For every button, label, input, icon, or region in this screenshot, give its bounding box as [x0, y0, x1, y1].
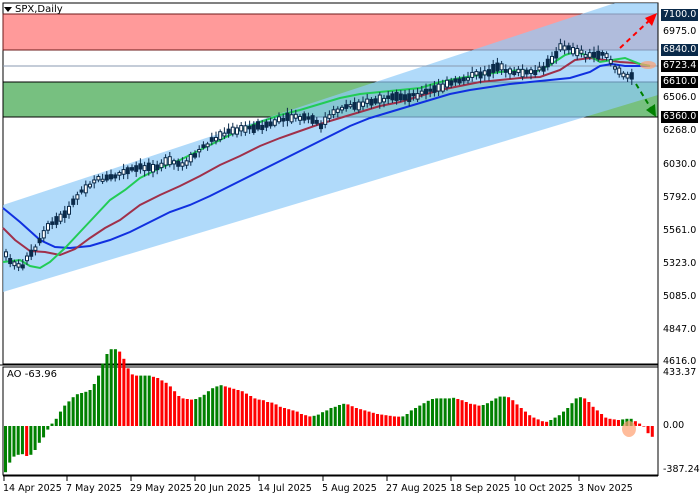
time-tick-label: 20 Jun 2025	[194, 483, 252, 494]
symbol-title[interactable]: SPX,Daily	[4, 4, 63, 15]
upside-target-arrow[interactable]	[619, 17, 653, 49]
time-tick-label: 18 Sep 2025	[450, 483, 511, 494]
time-tick-label: 27 Aug 2025	[386, 483, 447, 494]
price-tick-label: 6506.0	[663, 92, 697, 103]
price-tick-label: 6030.0	[663, 159, 697, 170]
upside-arrowhead-icon	[645, 13, 657, 26]
ao-histogram	[4, 349, 654, 473]
price-tick-label: 6610.0	[661, 76, 699, 88]
price-tick-label: 5792.0	[663, 192, 697, 203]
ao-last-bar-marker	[622, 421, 636, 437]
price-tick-label: 6268.0	[663, 125, 697, 136]
fast-ma-line	[2, 50, 651, 270]
dropdown-triangle-icon[interactable]	[4, 7, 12, 12]
time-tick-label: 7 May 2025	[66, 483, 122, 494]
symbol-label: SPX,Daily	[15, 4, 63, 15]
ao-indicator-label: AO -63.96	[7, 369, 57, 380]
price-tick-label: 7100.0	[661, 9, 699, 21]
downside-arrowhead-icon	[646, 104, 656, 117]
price-tick-label: 6840.0	[661, 44, 699, 56]
ao-tick-label: -387.24	[663, 464, 700, 475]
ao-tick-label: 0.00	[663, 420, 685, 431]
ao-pane	[2, 349, 659, 476]
time-tick-label: 14 Apr 2025	[3, 483, 62, 494]
price-tick-label: 6723.4	[661, 60, 699, 72]
price-tick-label: 5323.0	[663, 258, 697, 269]
price-tick-label: 6360.0	[661, 111, 699, 123]
time-tick-label: 5 Aug 2025	[322, 483, 377, 494]
candlesticks	[4, 38, 634, 272]
time-tick-label: 3 Nov 2025	[578, 483, 633, 494]
time-tick-label: 29 May 2025	[130, 483, 192, 494]
price-tick-label: 4616.0	[663, 356, 697, 367]
projection-marker	[640, 61, 656, 69]
main-pane	[2, 2, 659, 365]
time-tick-label: 14 Jul 2025	[258, 483, 312, 494]
price-tick-label: 4847.0	[663, 324, 697, 335]
slow-ma-line	[2, 62, 650, 250]
ao-tick-label: 433.37	[663, 367, 697, 378]
price-tick-label: 5561.0	[663, 225, 697, 236]
price-tick-label: 6975.0	[663, 26, 697, 37]
price-tick-label: 5085.0	[663, 291, 697, 302]
time-tick-label: 10 Oct 2025	[514, 483, 573, 494]
ascending-channel[interactable]	[3, 3, 658, 292]
